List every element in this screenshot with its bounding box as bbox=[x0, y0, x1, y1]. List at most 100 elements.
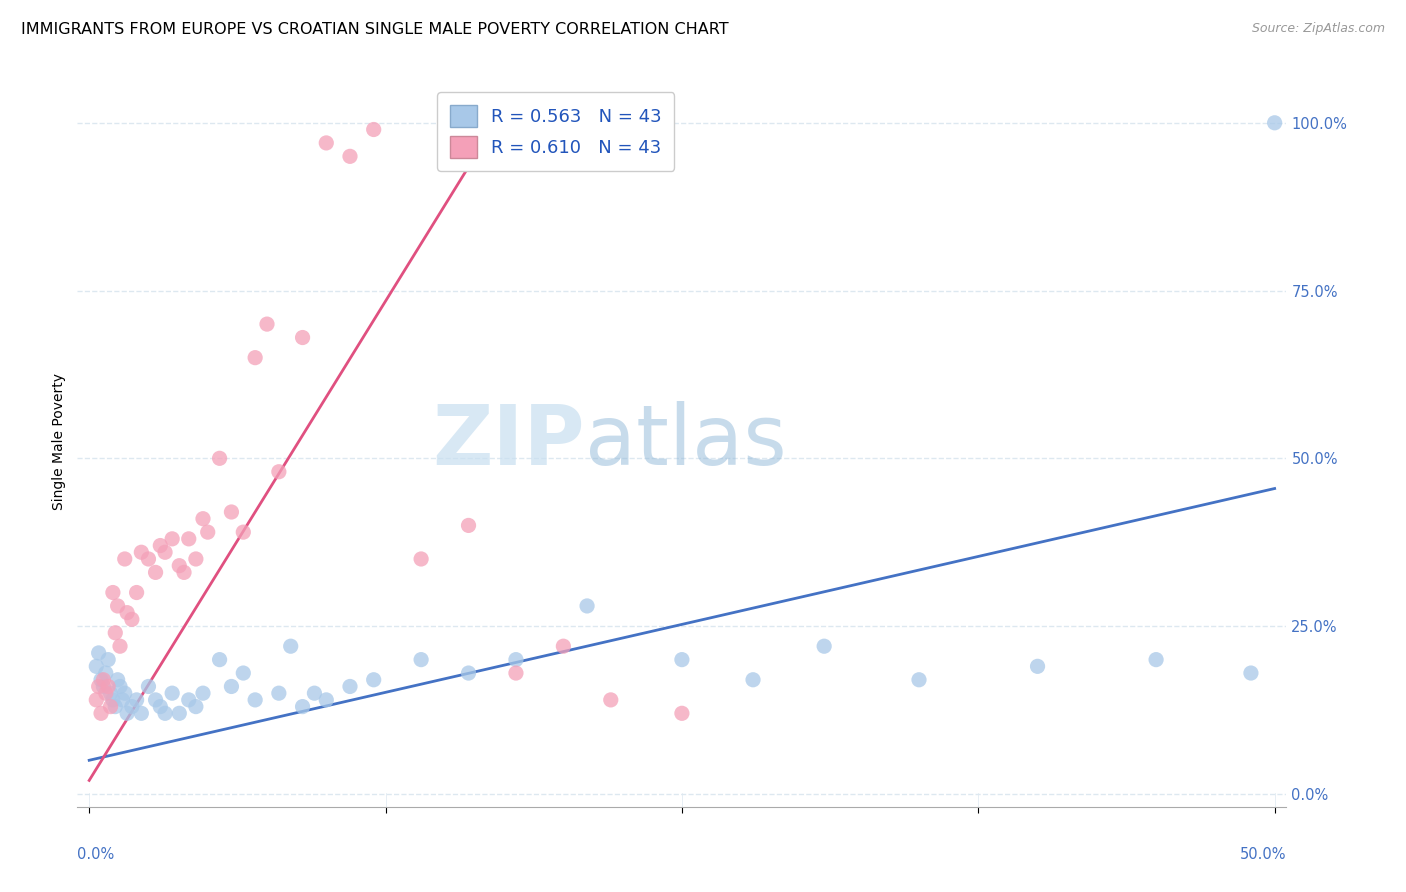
Point bbox=[1144, 652, 1167, 666]
Point bbox=[304, 686, 326, 700]
Point bbox=[101, 585, 124, 599]
Point bbox=[291, 699, 314, 714]
Point bbox=[813, 639, 835, 653]
Point bbox=[138, 680, 160, 694]
Point bbox=[267, 686, 290, 700]
Point bbox=[208, 652, 231, 666]
Point bbox=[107, 673, 129, 687]
Point bbox=[149, 539, 172, 553]
Point bbox=[84, 693, 107, 707]
Point bbox=[101, 693, 124, 707]
Y-axis label: Single Male Poverty: Single Male Poverty bbox=[52, 373, 66, 510]
Point bbox=[153, 545, 176, 559]
Point bbox=[742, 673, 765, 687]
Point bbox=[94, 666, 117, 681]
Point bbox=[131, 706, 153, 721]
Point bbox=[280, 639, 302, 653]
Point bbox=[107, 599, 129, 613]
Point bbox=[153, 706, 176, 721]
Point bbox=[104, 625, 127, 640]
Point bbox=[169, 706, 191, 721]
Point bbox=[315, 136, 337, 150]
Point bbox=[908, 673, 931, 687]
Point bbox=[576, 599, 599, 613]
Text: IMMIGRANTS FROM EUROPE VS CROATIAN SINGLE MALE POVERTY CORRELATION CHART: IMMIGRANTS FROM EUROPE VS CROATIAN SINGL… bbox=[21, 22, 728, 37]
Point bbox=[125, 585, 148, 599]
Point bbox=[243, 693, 266, 707]
Text: ZIP: ZIP bbox=[433, 401, 585, 482]
Point bbox=[93, 680, 115, 694]
Point bbox=[114, 552, 136, 566]
Point bbox=[84, 659, 107, 673]
Point bbox=[93, 673, 115, 687]
Point bbox=[149, 699, 172, 714]
Point bbox=[243, 351, 266, 365]
Legend: R = 0.563   N = 43, R = 0.610   N = 43: R = 0.563 N = 43, R = 0.610 N = 43 bbox=[437, 92, 675, 170]
Point bbox=[184, 552, 207, 566]
Point bbox=[104, 699, 127, 714]
Point bbox=[121, 699, 143, 714]
Point bbox=[111, 693, 134, 707]
Point bbox=[1240, 666, 1263, 681]
Point bbox=[138, 552, 160, 566]
Point bbox=[221, 505, 243, 519]
Point bbox=[315, 693, 337, 707]
Point bbox=[160, 686, 183, 700]
Point bbox=[1264, 116, 1286, 130]
Point bbox=[121, 612, 143, 626]
Point bbox=[671, 652, 693, 666]
Point bbox=[457, 666, 479, 681]
Point bbox=[232, 666, 254, 681]
Point bbox=[221, 680, 243, 694]
Point bbox=[256, 317, 278, 331]
Point bbox=[90, 706, 112, 721]
Point bbox=[505, 652, 527, 666]
Text: Source: ZipAtlas.com: Source: ZipAtlas.com bbox=[1251, 22, 1385, 36]
Point bbox=[125, 693, 148, 707]
Point bbox=[115, 606, 138, 620]
Point bbox=[505, 666, 527, 681]
Point bbox=[100, 686, 122, 700]
Point bbox=[411, 652, 433, 666]
Point bbox=[197, 525, 219, 540]
Point bbox=[191, 512, 214, 526]
Text: 0.0%: 0.0% bbox=[77, 847, 114, 863]
Point bbox=[457, 518, 479, 533]
Point bbox=[115, 706, 138, 721]
Point bbox=[108, 639, 131, 653]
Point bbox=[1026, 659, 1049, 673]
Point bbox=[145, 566, 167, 580]
Point bbox=[97, 652, 120, 666]
Point bbox=[160, 532, 183, 546]
Text: atlas: atlas bbox=[585, 401, 787, 482]
Point bbox=[339, 680, 361, 694]
Point bbox=[184, 699, 207, 714]
Point bbox=[208, 451, 231, 466]
Point bbox=[97, 680, 120, 694]
Point bbox=[173, 566, 195, 580]
Point bbox=[114, 686, 136, 700]
Point bbox=[363, 673, 385, 687]
Point bbox=[232, 525, 254, 540]
Point bbox=[339, 149, 361, 163]
Point bbox=[671, 706, 693, 721]
Point bbox=[177, 693, 200, 707]
Point bbox=[291, 330, 314, 344]
Point bbox=[87, 646, 110, 660]
Text: 50.0%: 50.0% bbox=[1240, 847, 1286, 863]
Point bbox=[100, 699, 122, 714]
Point bbox=[94, 686, 117, 700]
Point bbox=[90, 673, 112, 687]
Point bbox=[599, 693, 621, 707]
Point bbox=[191, 686, 214, 700]
Point bbox=[411, 552, 433, 566]
Point bbox=[553, 639, 575, 653]
Point bbox=[87, 680, 110, 694]
Point bbox=[363, 122, 385, 136]
Point bbox=[267, 465, 290, 479]
Point bbox=[169, 558, 191, 573]
Point bbox=[131, 545, 153, 559]
Point bbox=[177, 532, 200, 546]
Point bbox=[108, 680, 131, 694]
Point bbox=[145, 693, 167, 707]
